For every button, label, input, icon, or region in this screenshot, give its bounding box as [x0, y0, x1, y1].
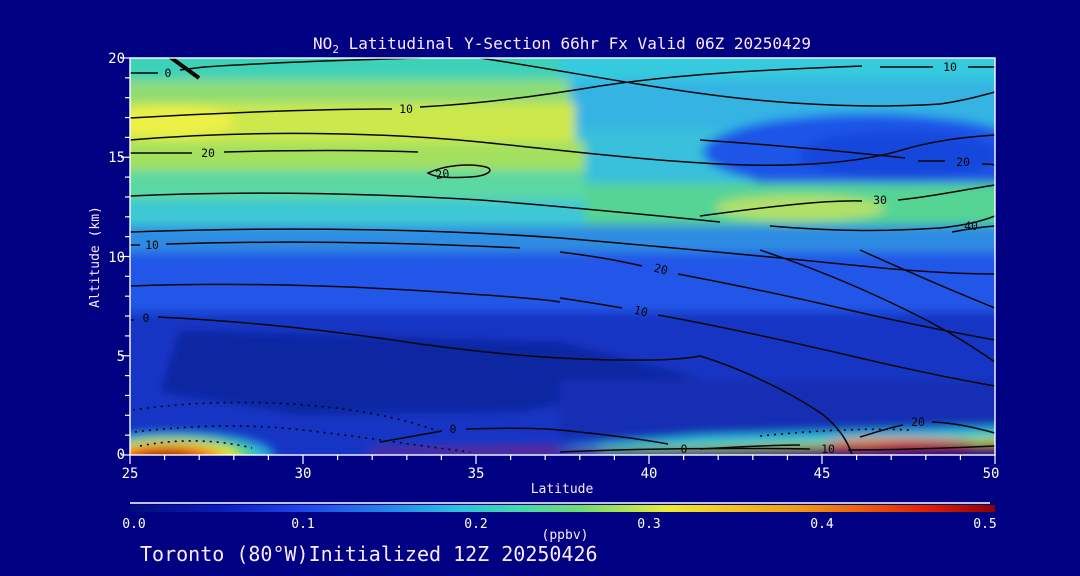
contour-label: 40: [964, 219, 978, 233]
x-tick: 50: [983, 466, 1000, 482]
x-tick: 40: [641, 466, 658, 482]
y-tick: 10: [108, 250, 125, 266]
contour-fill-field: [130, 58, 995, 455]
plot-axes: [121, 57, 996, 464]
colorbar-tick: 0.5: [973, 517, 996, 532]
contour-label: 20: [201, 146, 215, 160]
contour-label: 20: [956, 155, 970, 169]
contour-label: 20: [911, 415, 925, 429]
y-axis-ticks: [121, 57, 130, 456]
colorbar-units-label: (ppbv): [542, 528, 589, 543]
x-axis-tick-labels: 25 30 35 40 45 50: [122, 466, 1000, 482]
x-axis-ticks: [129, 455, 996, 464]
contour-lines-dotted: [132, 401, 911, 453]
contour-label: 10: [145, 238, 159, 252]
contour-label: 0: [143, 311, 150, 325]
x-axis-title: Latitude: [531, 482, 594, 497]
y-tick: 5: [117, 349, 125, 365]
contour-label: 0: [450, 422, 457, 436]
colorbar-tick: 0.3: [637, 517, 660, 532]
colorbar-tick: 0.1: [291, 517, 314, 532]
contour-label: 30: [873, 193, 887, 207]
y-axis-tick-labels: 20 15 10 5 0: [108, 51, 125, 463]
y-tick: 20: [108, 51, 125, 67]
contour-label: 0: [165, 66, 172, 80]
x-tick: 30: [295, 466, 312, 482]
contour-line-labels: 0 10 10 20 20 20 30 40 10 20 10 0 0 20 0…: [143, 60, 978, 456]
title-prefix: NO: [313, 34, 332, 53]
footer-text: Toronto (80°W)Initialized 12Z 20250426: [140, 542, 598, 566]
colorbar-tick-labels: 0.0 0.1 0.2 0.3 0.4 0.5: [122, 517, 996, 532]
contour-label: 10: [633, 303, 650, 320]
colorbar-gradient: [130, 505, 995, 512]
y-tick: 0: [117, 447, 125, 463]
contour-lines: [130, 58, 995, 455]
x-tick: 25: [122, 466, 139, 482]
chart-title: NO2 Latitudinal Y-Section 66hr Fx Valid …: [313, 34, 811, 56]
colorbar-tick: 0.2: [464, 517, 487, 532]
contour-label: 0: [681, 442, 688, 456]
y-axis-title: Altitude (km): [88, 206, 103, 308]
title-rest: Latitudinal Y-Section 66hr Fx Valid 06Z …: [339, 34, 811, 53]
contour-label: 10: [821, 442, 835, 456]
colorbar-tick: 0.0: [122, 517, 145, 532]
x-tick: 45: [814, 466, 831, 482]
contour-label: 20: [435, 166, 451, 182]
x-tick: 35: [468, 466, 485, 482]
y-tick: 15: [108, 150, 125, 166]
contour-label: 10: [399, 102, 413, 116]
contour-label: 10: [943, 60, 957, 74]
colorbar: 0.0 0.1 0.2 0.3 0.4 0.5 (ppbv): [122, 502, 997, 543]
colorbar-tick: 0.4: [810, 517, 834, 532]
contour-label: 20: [653, 261, 670, 278]
title-subscript: 2: [332, 43, 339, 56]
